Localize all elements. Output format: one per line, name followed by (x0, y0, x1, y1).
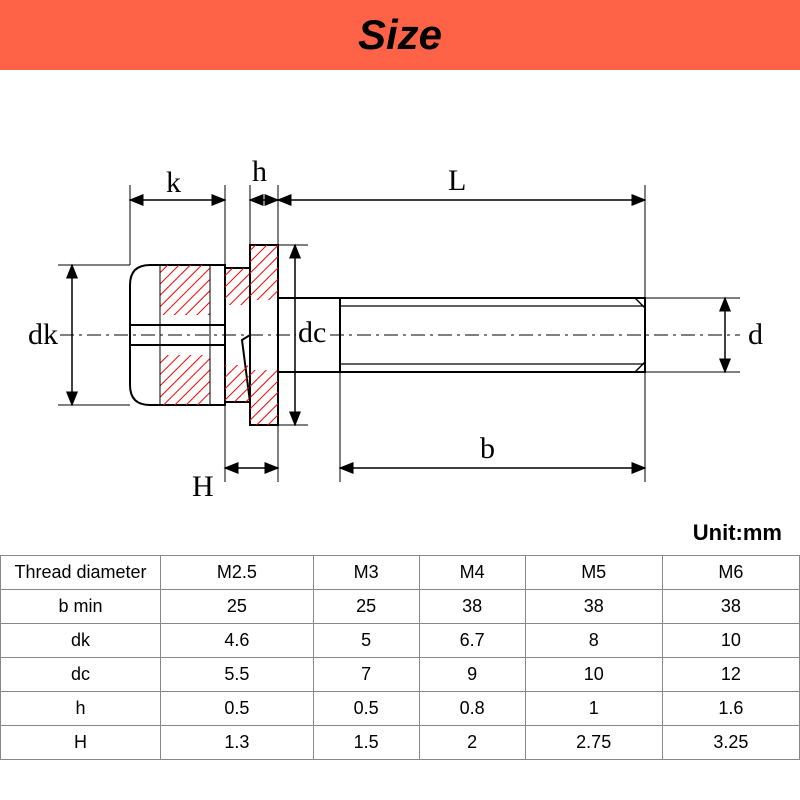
table-row: dc5.5791012 (1, 658, 800, 692)
dim-label-h: h (252, 155, 267, 189)
dim-label-k: k (166, 166, 181, 200)
cell: 25 (161, 590, 314, 624)
cell: 2 (419, 726, 525, 760)
cell: 5.5 (161, 658, 314, 692)
table-row: H1.31.522.753.25 (1, 726, 800, 760)
header-banner: Size (0, 0, 800, 70)
cell: 8 (525, 624, 662, 658)
cell: 2.75 (525, 726, 662, 760)
dim-label-b: b (480, 432, 495, 466)
table-row: h0.50.50.811.6 (1, 692, 800, 726)
screw-diagram: k h L dk dc d H b (0, 70, 800, 490)
dim-label-H: H (192, 470, 214, 504)
row-label: dk (1, 624, 161, 658)
cell: 0.8 (419, 692, 525, 726)
cell: 38 (419, 590, 525, 624)
cell: 1.3 (161, 726, 314, 760)
diagram-svg (0, 70, 800, 500)
cell: 6.7 (419, 624, 525, 658)
row-label: h (1, 692, 161, 726)
cell: 12 (662, 658, 799, 692)
page-title: Size (358, 11, 442, 59)
dim-label-dk: dk (28, 318, 58, 352)
cell: 10 (525, 658, 662, 692)
cell: 7 (313, 658, 419, 692)
cell: 0.5 (161, 692, 314, 726)
cell: 9 (419, 658, 525, 692)
table-row: b min2525383838 (1, 590, 800, 624)
row-label: dc (1, 658, 161, 692)
cell: 5 (313, 624, 419, 658)
unit-label: Unit:mm (693, 520, 782, 546)
dim-label-L: L (448, 164, 466, 198)
cell: 4.6 (161, 624, 314, 658)
cell: 38 (662, 590, 799, 624)
row-label: b min (1, 590, 161, 624)
cell: 0.5 (313, 692, 419, 726)
table-row: dk4.656.7810 (1, 624, 800, 658)
cell: 1.5 (313, 726, 419, 760)
col-header: M3 (313, 556, 419, 590)
col-header: M4 (419, 556, 525, 590)
cell: 3.25 (662, 726, 799, 760)
cell: 1.6 (662, 692, 799, 726)
row-label: H (1, 726, 161, 760)
cell: 10 (662, 624, 799, 658)
cell: 1 (525, 692, 662, 726)
col-header: Thread diameter (1, 556, 161, 590)
cell: 38 (525, 590, 662, 624)
spec-table: Thread diameter M2.5 M3 M4 M5 M6 b min25… (0, 555, 800, 760)
col-header: M5 (525, 556, 662, 590)
dim-label-d: d (748, 318, 763, 352)
table-header-row: Thread diameter M2.5 M3 M4 M5 M6 (1, 556, 800, 590)
cell: 25 (313, 590, 419, 624)
dim-label-dc: dc (296, 316, 328, 350)
col-header: M2.5 (161, 556, 314, 590)
col-header: M6 (662, 556, 799, 590)
